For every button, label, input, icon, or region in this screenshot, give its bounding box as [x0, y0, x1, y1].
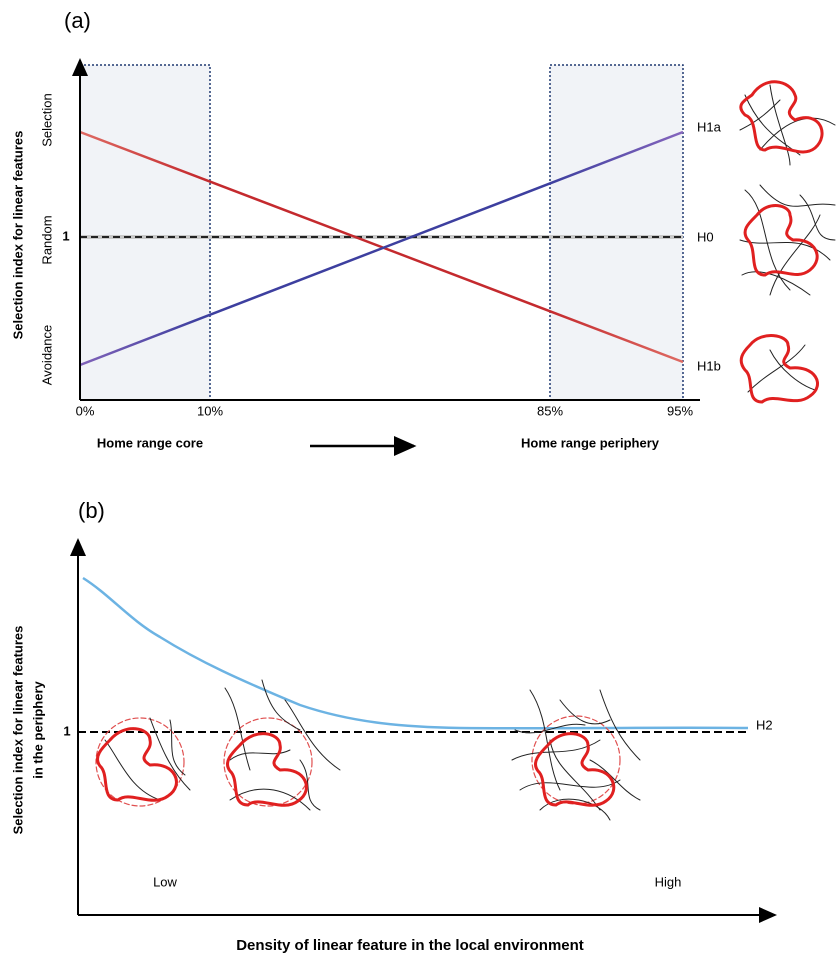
y-reference: 1 [62, 228, 69, 243]
x-right-label: Home range periphery [521, 435, 660, 450]
h1a-line [79, 130, 684, 367]
hypothesis-label: H0 [697, 229, 714, 244]
h1b-line [79, 130, 684, 364]
h2-curve [82, 576, 749, 730]
icon-high [511, 689, 641, 821]
y-level: Random [39, 215, 54, 264]
x-high-label: High [655, 874, 682, 889]
x-tick-label: 85% [537, 403, 563, 418]
x-tick-label: 95% [667, 403, 693, 418]
x-tick-label: 10% [197, 403, 223, 418]
icon-h1a [739, 80, 836, 166]
panel-label: (b) [78, 498, 105, 523]
y-level: Selection [39, 93, 54, 146]
x-tick-label: 0% [76, 403, 95, 418]
hypothesis-label: H1b [697, 358, 721, 373]
y-reference: 1 [63, 723, 70, 738]
icon-h0 [739, 184, 836, 296]
icon-low [95, 717, 191, 807]
x-low-label: Low [153, 874, 177, 889]
icon-h1b [739, 334, 819, 404]
core-zone [79, 64, 211, 401]
y-axis-title: in the periphery [30, 680, 45, 778]
periphery-zone [549, 64, 684, 401]
panel-label: (a) [64, 8, 91, 33]
y-axis-title: Selection index for linear features [10, 626, 25, 835]
y-axis-title: Selection index for linear features [10, 131, 25, 340]
y-level: Avoidance [39, 325, 54, 385]
curve-label: H2 [756, 717, 773, 732]
icon-mid [223, 679, 341, 811]
x-left-label: Home range core [97, 435, 203, 450]
hypothesis-label: H1a [697, 119, 722, 134]
x-axis-title: Density of linear feature in the local e… [236, 937, 584, 954]
